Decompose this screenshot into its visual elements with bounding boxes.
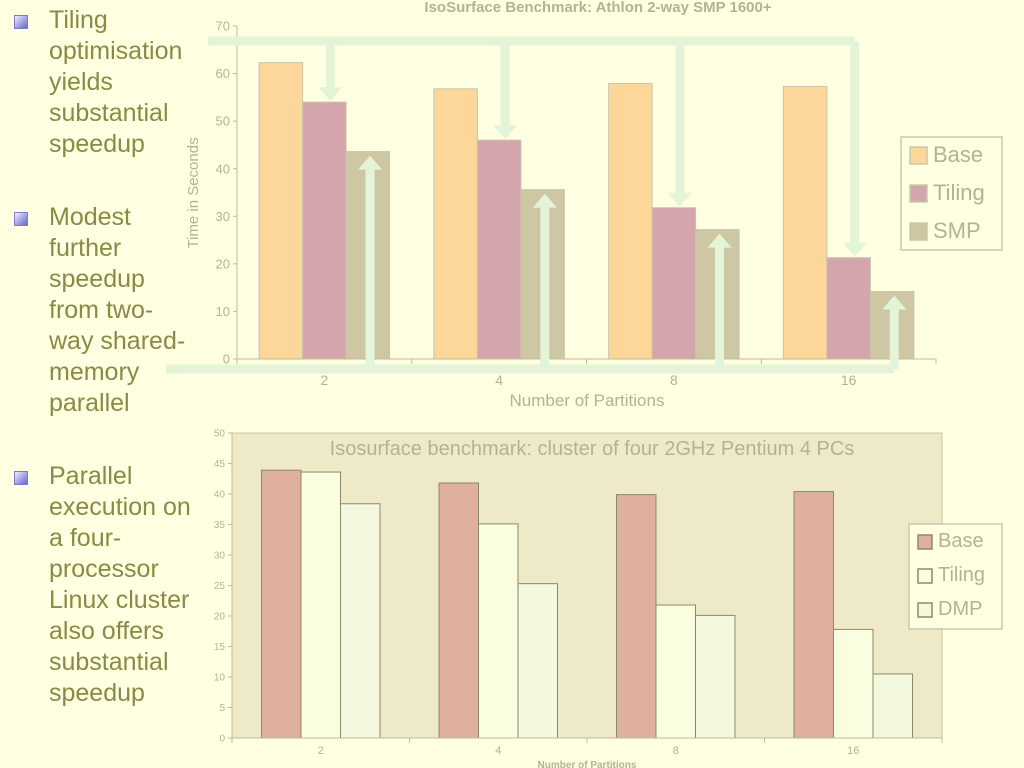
bullet-square-icon <box>14 15 28 29</box>
legend-label: Tiling <box>933 180 985 205</box>
bar <box>258 62 304 360</box>
arrow-head <box>532 193 557 208</box>
arrow-head <box>842 242 867 257</box>
arrow-head <box>318 87 343 102</box>
y-tick-label: 50 <box>216 114 230 129</box>
y-tick-label: 40 <box>216 161 230 176</box>
bar <box>476 139 522 360</box>
y-tick-label: 30 <box>216 209 230 224</box>
y-tick-label: 60 <box>216 66 230 81</box>
x-tick-label: 2 <box>320 372 328 388</box>
y-tick-label: 0 <box>223 352 230 367</box>
bar <box>608 83 653 360</box>
legend-label: Base <box>933 142 983 167</box>
bar <box>782 85 828 360</box>
arrow-head <box>707 233 732 248</box>
x-tick-label: 16 <box>841 372 857 388</box>
bullet-square-icon <box>14 212 28 226</box>
bullet-list: Tiling optimisation yields substantial s… <box>0 0 215 768</box>
bullet-text: Modest further speedup from two- way sha… <box>49 203 186 417</box>
arrow-head <box>882 295 907 310</box>
y-tick-label: 20 <box>216 256 230 271</box>
bullet-square-icon <box>14 471 28 485</box>
arrow-head <box>493 125 518 140</box>
legend-swatch <box>909 184 928 203</box>
chart1-ylabel: Time in Seconds <box>185 137 202 248</box>
x-tick-label: 8 <box>670 372 678 388</box>
bar <box>302 101 347 360</box>
chart1-title: IsoSurface Benchmark: Athlon 2-way SMP 1… <box>424 0 771 16</box>
bar <box>433 88 478 360</box>
bullet-text: Tiling optimisation yields substantial s… <box>49 6 183 158</box>
bullet-text: Parallel execution on a four- processor … <box>49 462 191 707</box>
y-tick-label: 70 <box>216 19 230 34</box>
chart1-xlabel: Number of Partitions <box>510 391 665 410</box>
bar <box>651 207 697 360</box>
legend-label: SMP <box>933 218 981 243</box>
legend-swatch <box>909 222 928 241</box>
arrow-head <box>667 192 692 207</box>
y-tick-label: 10 <box>216 304 230 319</box>
x-tick-label: 4 <box>495 372 503 388</box>
arrow-head <box>358 155 383 170</box>
bar <box>826 257 871 360</box>
legend-swatch <box>909 146 928 165</box>
